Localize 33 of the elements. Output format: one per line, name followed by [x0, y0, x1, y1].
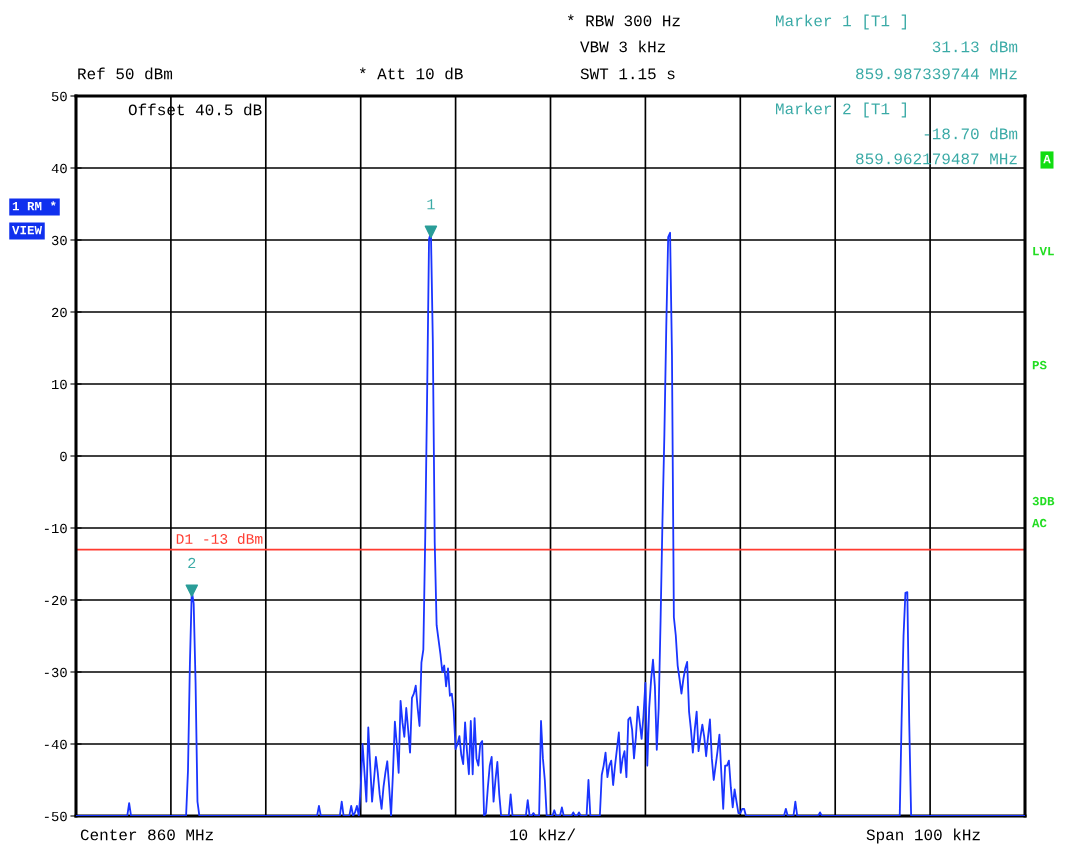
y-tick-label: 0 — [60, 451, 67, 462]
y-tick-label: -20 — [44, 595, 67, 606]
y-tick-label: -10 — [44, 523, 67, 534]
annotation: Marker 2 [T1 ] — [776, 102, 906, 118]
ref-line-label: D1 -13 dBm — [176, 533, 263, 544]
text: 10 kHz/ — [510, 828, 576, 841]
annotation: 2 — [188, 557, 196, 569]
text: VBW 3 kHz — [580, 40, 666, 53]
y-tick-label: -30 — [44, 667, 67, 678]
text: Center 860 MHz — [80, 829, 213, 841]
text: Marker 1 [T1 ] — [776, 14, 906, 30]
y-tick-label: 20 — [51, 307, 67, 318]
y-tick-label: 10 — [52, 379, 67, 390]
y-tick-label: -50 — [44, 811, 67, 822]
text: SWT 1.15 s — [580, 68, 675, 80]
text: AC — [1032, 518, 1047, 528]
y-tick-label: 30 — [51, 235, 67, 246]
text: A — [1043, 155, 1051, 164]
text: 3DB — [1032, 496, 1055, 506]
text: 859.987339744 MHz — [856, 68, 1017, 80]
y-tick-label: -40 — [44, 739, 67, 750]
text: * Att 10 dB — [359, 67, 463, 80]
y-tick-label: 40 — [51, 163, 67, 174]
text: Span 100 kHz — [866, 828, 980, 844]
text: VIEW — [12, 226, 42, 235]
text: Ref 50 dBm — [78, 67, 173, 80]
text: 1 RM * — [12, 201, 56, 211]
annotation: 1 — [427, 199, 435, 210]
text: PS — [1032, 360, 1047, 370]
text: * RBW 300 Hz — [567, 14, 680, 27]
text: 31.13 dBm — [932, 40, 1018, 53]
text: LVL — [1033, 247, 1054, 256]
y-tick-label: 50 — [51, 91, 67, 102]
